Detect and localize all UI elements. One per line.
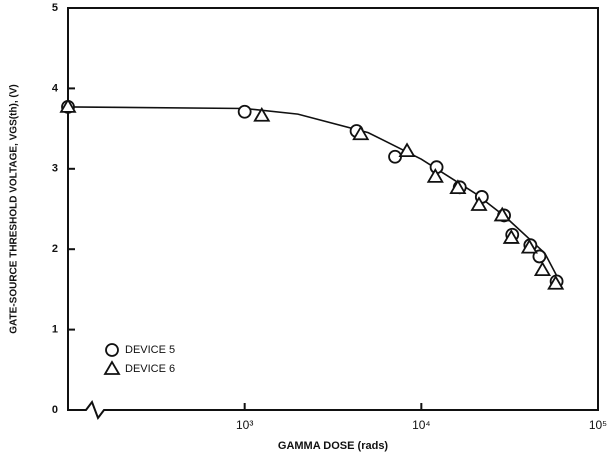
point <box>493 206 511 222</box>
y-tick-label: 3 <box>52 163 58 175</box>
y-tick-label: 0 <box>52 404 58 416</box>
x-tick-label: 10⁴ <box>412 418 431 432</box>
y-tick-label: 2 <box>52 243 58 255</box>
point <box>426 168 444 183</box>
point <box>253 106 271 122</box>
point <box>470 196 488 211</box>
x-tick-label: 10⁵ <box>589 418 607 432</box>
y-tick-label: 5 <box>52 2 58 14</box>
y-axis-label: GATE-SOURCE THRESHOLD VOLTAGE, VGS(th), … <box>9 84 20 333</box>
point <box>449 179 467 194</box>
point <box>533 261 552 277</box>
axis-break <box>76 399 110 421</box>
legend-marker <box>105 343 119 357</box>
x-axis-label: GAMMA DOSE (rads) <box>278 440 389 452</box>
x-tick-label: 10³ <box>236 418 253 432</box>
legend-label: DEVICE 5 <box>125 344 175 356</box>
point <box>59 98 77 113</box>
point <box>502 229 520 244</box>
legend-marker <box>103 360 121 375</box>
y-tick-label: 4 <box>52 82 59 94</box>
point <box>237 104 252 119</box>
plot-frame <box>67 7 599 411</box>
point <box>398 142 416 158</box>
point <box>520 238 538 254</box>
point <box>352 125 370 141</box>
y-tick-label: 1 <box>52 324 58 336</box>
legend-label: DEVICE 6 <box>125 363 175 375</box>
point <box>547 274 565 290</box>
